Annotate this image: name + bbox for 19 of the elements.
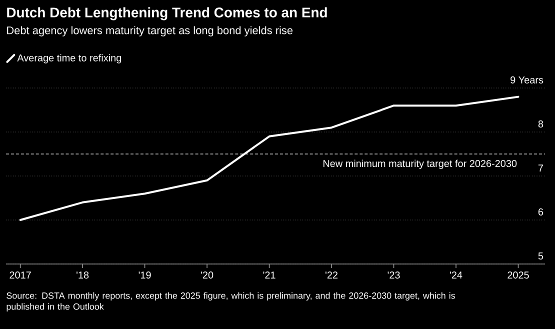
y-tick-label: 8: [538, 120, 544, 128]
legend-label: Average time to refixing: [17, 54, 122, 64]
x-tick-label: '20: [201, 272, 214, 279]
x-tick-label: '18: [76, 272, 89, 279]
x-tick-label: '19: [138, 272, 151, 279]
source-note: Source: DSTA monthly reports, except the 2025 figure, which is preliminary, and the 2026-2030 target, which is published in the Outlook: [6, 292, 456, 312]
x-tick-label: '24: [450, 272, 462, 278]
x-tick-label: '23: [388, 272, 400, 279]
x-tick-label: 2017: [10, 272, 31, 279]
x-tick-label: '22: [326, 272, 338, 278]
ref-line-label: New minimum maturity target for 2026-2030: [323, 160, 517, 170]
chart-subtitle: Debt agency lowers maturity target as long bond yields rise: [7, 26, 293, 36]
x-tick-label: 2025: [508, 272, 529, 279]
y-tick-label: 9 Years: [510, 76, 544, 84]
chart-title: Dutch Debt Lengthening Trend Comes to an End: [7, 7, 327, 20]
y-tick-label: 5: [538, 252, 544, 260]
x-tick-label: '21: [263, 272, 276, 278]
y-tick-label: 7: [538, 164, 543, 172]
y-tick-label: 6: [538, 208, 544, 216]
